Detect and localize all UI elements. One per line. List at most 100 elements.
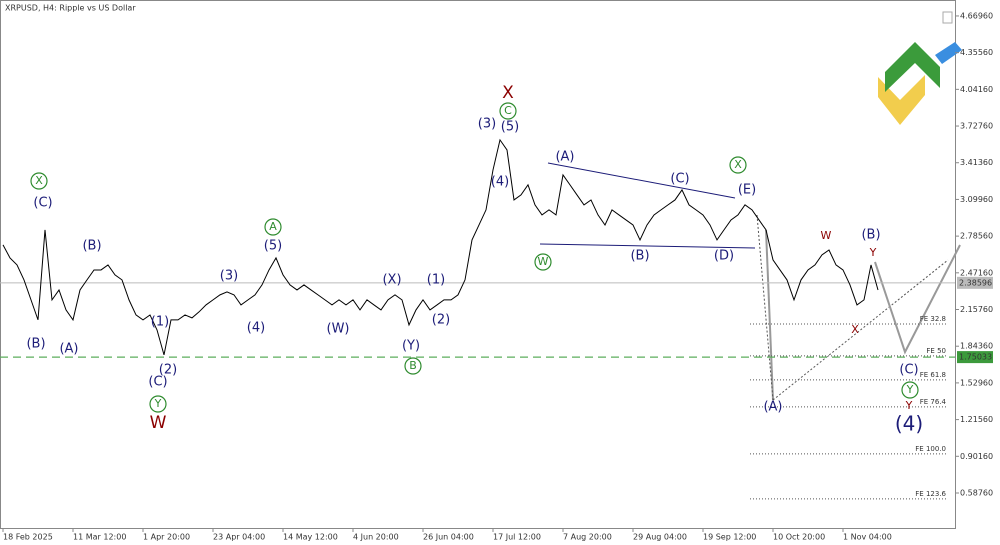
y-tick-label: 2.15760 xyxy=(960,305,993,314)
logo-yellow xyxy=(878,75,925,125)
wave-label: (D) xyxy=(714,249,734,264)
y-tick-label: 4.04160 xyxy=(960,85,993,94)
y-tick-label: 4.66960 xyxy=(960,11,993,20)
y-tick-label: 2.78560 xyxy=(960,232,993,241)
y-tick-label: 3.72760 xyxy=(960,122,993,131)
trend-line xyxy=(547,162,736,199)
x-tick-label: 17 Jul 12:00 xyxy=(493,533,541,542)
wave-label: (4) xyxy=(491,175,509,190)
wave-circle xyxy=(264,218,282,236)
fib-label: FE 100.0 xyxy=(915,445,946,453)
wave-label: (A) xyxy=(555,150,574,165)
wave-label: X xyxy=(851,323,859,336)
wave-label: (Y) xyxy=(402,339,420,354)
x-tick-label: 10 Oct 20:00 xyxy=(773,533,825,542)
y-tick-label: 1.21560 xyxy=(960,415,993,424)
projection xyxy=(756,214,774,401)
wave-label: (C) xyxy=(670,172,689,187)
wave-label: (1) xyxy=(427,273,445,288)
projection xyxy=(765,229,774,401)
wave-label: W xyxy=(538,255,549,268)
wave-circle xyxy=(499,102,517,120)
wave-circle xyxy=(729,156,747,174)
level-label-bg xyxy=(957,351,993,364)
wave-label: (B) xyxy=(26,337,45,352)
projection xyxy=(874,244,961,355)
x-tick-label: 7 Aug 20:00 xyxy=(563,533,612,542)
x-tick-label: 1 Nov 04:00 xyxy=(843,533,892,542)
wave-label: Y xyxy=(154,397,162,410)
logo xyxy=(878,42,962,125)
y-tick-label: 2.47160 xyxy=(960,268,993,277)
price-line-series xyxy=(2,138,879,356)
x-tick-label: 23 Apr 04:00 xyxy=(213,533,265,542)
wave-label: (2) xyxy=(159,363,177,378)
wave-label: (B) xyxy=(82,239,101,254)
fib-label: FE 50 xyxy=(926,347,946,355)
y-tick-label: 1.84360 xyxy=(960,342,993,351)
x-tick-label: 4 Jun 20:00 xyxy=(353,533,399,542)
y-tick-label: 0.90160 xyxy=(960,452,993,461)
level-label: 1.75033 xyxy=(959,353,992,362)
tool-icon xyxy=(942,11,953,24)
chart-title: XRPUSD, H4: Ripple vs US Dollar xyxy=(5,4,136,13)
logo-green xyxy=(885,42,940,92)
x-tick-label: 29 Aug 04:00 xyxy=(633,533,687,542)
wave-label: Y xyxy=(906,383,914,396)
wave-label: (A) xyxy=(59,342,78,357)
wave-label: C xyxy=(504,104,512,117)
x-tick-label: 14 May 12:00 xyxy=(283,533,338,542)
wave-circle xyxy=(534,253,552,271)
price-label: 2.38596 xyxy=(959,278,992,287)
fib-label: FE 123.6 xyxy=(915,490,946,498)
price-label-bg xyxy=(957,276,993,289)
wave-label: X xyxy=(35,174,43,187)
wave-label: Y xyxy=(869,246,877,259)
plot-frame xyxy=(0,0,956,529)
wave-label: (C) xyxy=(148,375,167,390)
wave-label: Y xyxy=(905,399,913,412)
wave-label: (B) xyxy=(861,228,880,243)
wave-label: W xyxy=(150,413,167,433)
fib-label: FE 61.8 xyxy=(920,371,946,379)
wave-label: B xyxy=(409,359,417,372)
wave-circle xyxy=(149,395,167,413)
y-tick-label: 4.35560 xyxy=(960,48,993,57)
wave-label: (4) xyxy=(895,412,923,436)
x-tick-label: 18 Feb 2025 xyxy=(3,533,53,542)
wave-circle xyxy=(901,381,919,399)
wave-label: X xyxy=(502,83,514,103)
fib-label: FE 76.4 xyxy=(920,398,947,406)
wave-label: (X) xyxy=(382,273,401,288)
x-tick-label: 19 Sep 12:00 xyxy=(703,533,756,542)
wave-label: (2) xyxy=(432,313,450,328)
wave-label: X xyxy=(734,158,742,171)
wave-label: (A) xyxy=(763,400,782,415)
wave-label: (3) xyxy=(478,117,496,132)
y-tick-label: 0.58760 xyxy=(960,488,993,497)
x-tick-label: 1 Apr 20:00 xyxy=(143,533,190,542)
wave-label: (E) xyxy=(738,183,756,198)
y-tick-label: 1.52960 xyxy=(960,378,993,387)
y-tick-label: 3.09960 xyxy=(960,195,993,204)
logo-blue xyxy=(935,42,962,64)
y-tick-label: 3.41360 xyxy=(960,158,993,167)
wave-label: (B) xyxy=(630,249,649,264)
trend-line xyxy=(539,243,756,249)
fib-label: FE 32.8 xyxy=(920,315,946,323)
wave-label: (C) xyxy=(33,196,52,211)
wave-label: A xyxy=(269,220,277,233)
wave-label: (4) xyxy=(247,321,265,336)
wave-label: W xyxy=(821,229,832,242)
x-tick-label: 11 Mar 12:00 xyxy=(73,533,126,542)
wave-label: (C) xyxy=(899,363,918,378)
wave-label: (1) xyxy=(151,315,169,330)
wave-label: (W) xyxy=(327,322,350,337)
projection xyxy=(772,259,949,401)
wave-circle xyxy=(30,172,48,190)
wave-label: (3) xyxy=(220,269,238,284)
wave-label: (5) xyxy=(501,120,519,135)
x-tick-label: 26 Jun 04:00 xyxy=(423,533,474,542)
wave-label: (5) xyxy=(264,239,282,254)
